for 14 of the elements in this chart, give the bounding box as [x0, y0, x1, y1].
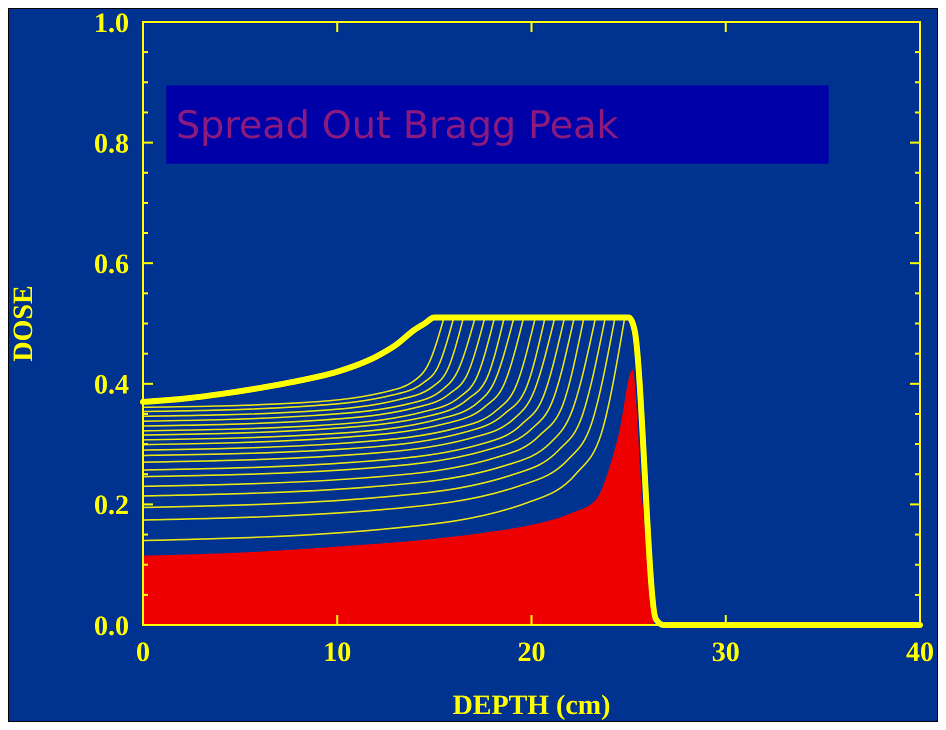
x-tick-label: 40: [906, 637, 934, 668]
y-tick-label: 0.2: [94, 490, 129, 522]
y-tick-label: 1.0: [94, 8, 129, 39]
y-tick-label: 0.4: [94, 370, 129, 401]
y-axis-title: DOSE: [8, 285, 39, 362]
x-tick-label: 30: [712, 637, 740, 668]
y-tick-label: 0.0: [94, 610, 129, 642]
x-tick-label: 10: [323, 637, 352, 668]
x-tick-label: 20: [518, 637, 546, 668]
text: Spread Out Bragg Peak: [176, 102, 618, 147]
y-tick-label: 0.6: [94, 249, 129, 280]
x-axis-title: DEPTH (cm): [452, 690, 610, 721]
y-tick-label: 0.8: [94, 128, 129, 160]
x-tick-label: 0: [136, 637, 150, 668]
